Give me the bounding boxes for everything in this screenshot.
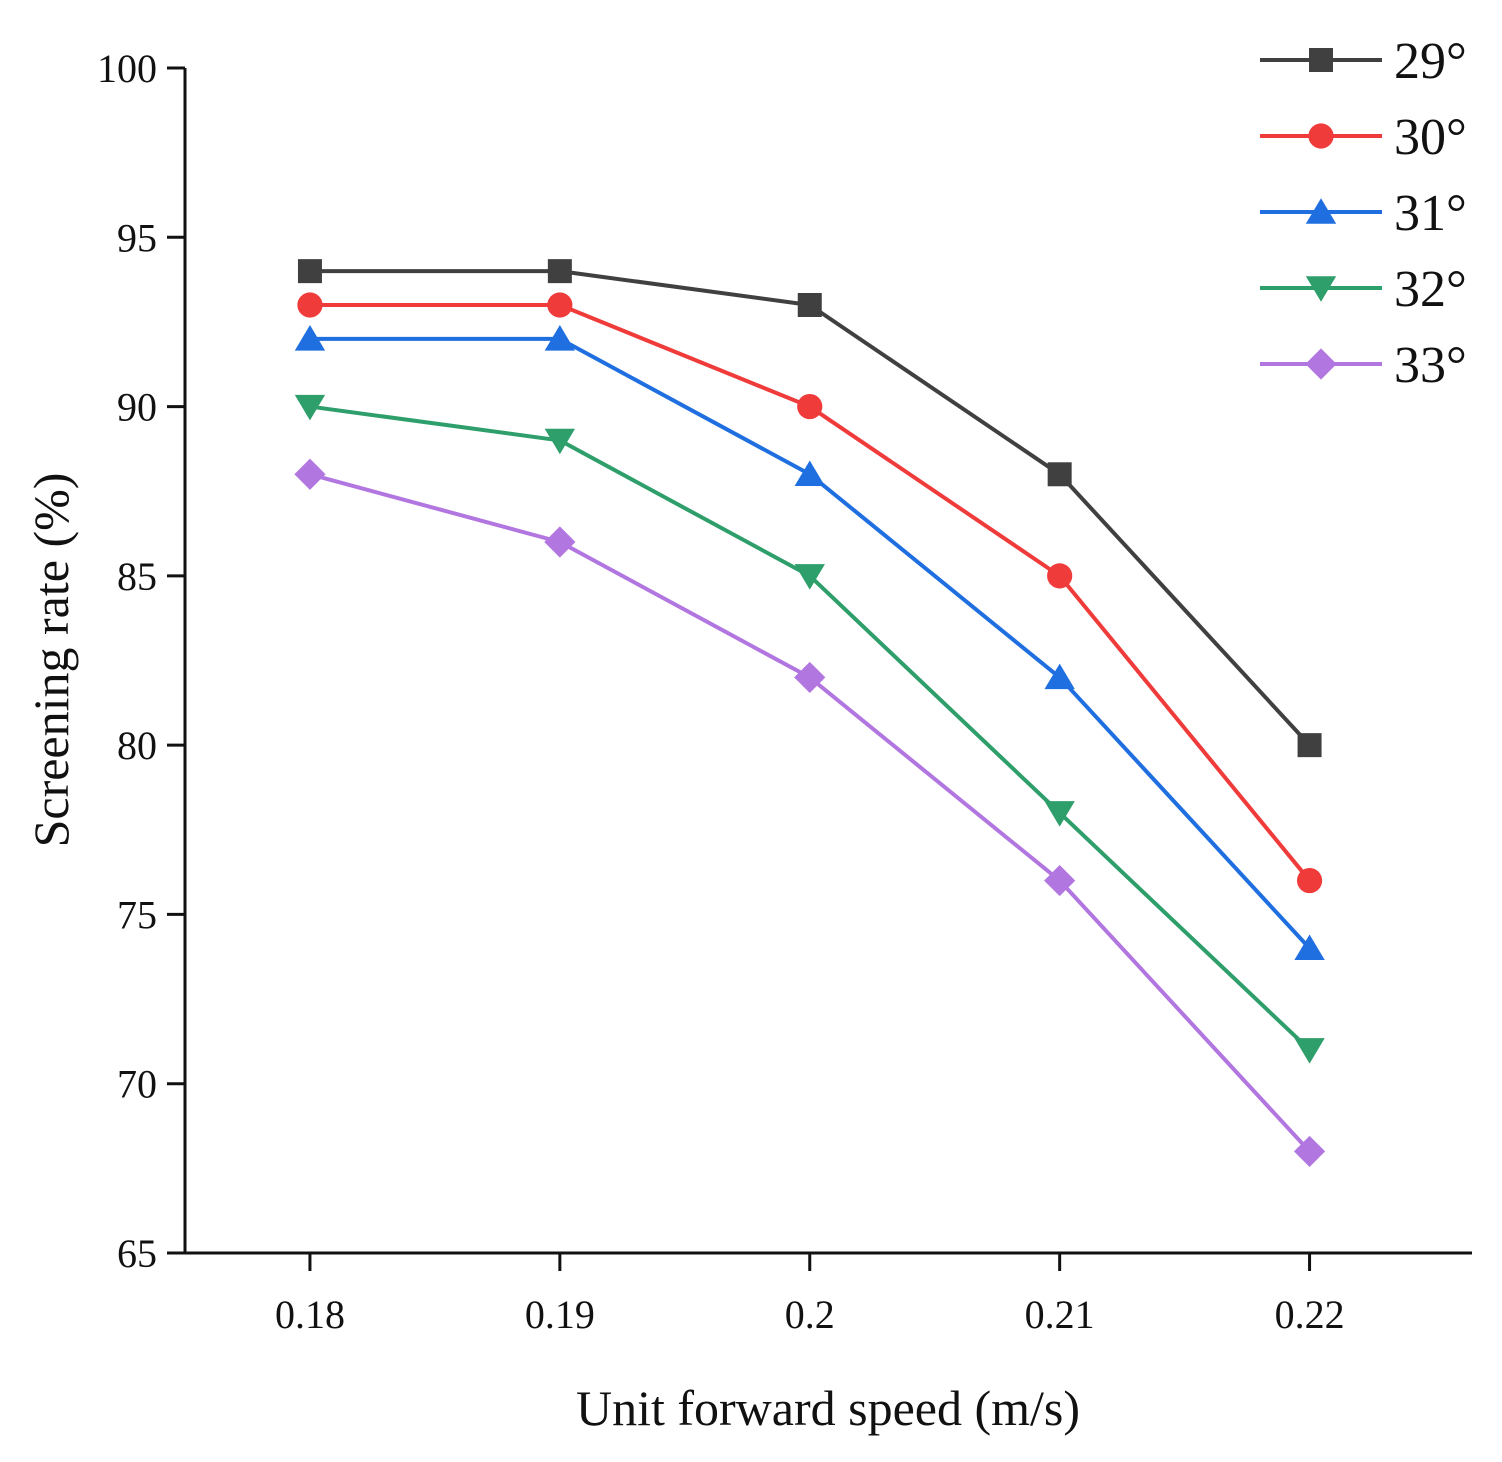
data-point <box>1294 934 1325 961</box>
y-tick-label: 80 <box>117 723 157 768</box>
series-line <box>309 336 1312 950</box>
series-line <box>309 303 1312 882</box>
data-point <box>544 428 576 455</box>
data-point <box>1297 733 1322 758</box>
x-tick-label: 0.22 <box>1275 1292 1345 1337</box>
y-tick-label: 70 <box>117 1062 157 1107</box>
x-tick-label: 0.18 <box>275 1292 345 1337</box>
legend-entry-4: 33° <box>1260 337 1467 394</box>
legend-marker <box>1308 123 1334 149</box>
data-point <box>294 325 326 351</box>
data-point <box>547 259 572 284</box>
data-point <box>797 293 822 317</box>
legend-marker <box>1305 348 1337 380</box>
y-tick-label: 85 <box>117 554 157 599</box>
series-2 <box>294 325 1325 961</box>
data-point <box>547 292 573 318</box>
legend-entry-0: 29° <box>1260 33 1467 90</box>
legend-label: 32° <box>1394 261 1467 318</box>
x-tick-label: 0.2 <box>785 1292 835 1337</box>
series-1 <box>297 292 1323 894</box>
y-tick-label: 75 <box>117 892 157 937</box>
data-point <box>544 526 576 558</box>
data-point <box>297 292 323 318</box>
series-line <box>309 404 1311 1052</box>
legend-label: 30° <box>1394 109 1467 166</box>
legend-label: 33° <box>1394 337 1467 394</box>
legend-entry-3: 32° <box>1260 261 1467 318</box>
legend: 29° 30° 31° 32° 33° <box>1260 33 1467 394</box>
data-point <box>297 259 322 284</box>
data-point <box>1044 864 1076 897</box>
series-layer <box>294 259 1326 1168</box>
data-point <box>1044 801 1075 827</box>
data-point <box>1294 1038 1325 1064</box>
data-point <box>294 458 326 490</box>
x-tick-label: 0.19 <box>525 1292 595 1337</box>
legend-marker <box>1309 48 1333 72</box>
data-point <box>1047 462 1072 487</box>
x-tick-label: 0.21 <box>1025 1292 1095 1337</box>
data-point <box>544 325 576 351</box>
data-point <box>1296 867 1323 894</box>
legend-marker <box>1305 198 1337 224</box>
y-tick-label: 95 <box>117 215 157 260</box>
series-0 <box>297 259 1322 758</box>
data-point <box>797 393 823 420</box>
data-point <box>1293 1135 1326 1168</box>
legend-label: 31° <box>1394 185 1467 242</box>
y-axis-title: Screening rate (%) <box>23 473 79 848</box>
y-tick-label: 90 <box>117 385 157 430</box>
data-point <box>294 394 326 421</box>
data-point <box>794 564 825 590</box>
series-4 <box>294 458 1326 1168</box>
legend-entry-2: 31° <box>1260 185 1467 242</box>
series-3 <box>294 394 1325 1064</box>
legend-entry-1: 30° <box>1260 109 1467 166</box>
legend-marker <box>1305 276 1337 302</box>
axes: 65 70 75 80 85 90 95 100 0.18 0.19 0.2 0.21 0.22 <box>97 46 1472 1337</box>
x-axis-title: Unit forward speed (m/s) <box>576 1380 1080 1436</box>
legend-label: 29° <box>1394 33 1467 90</box>
data-point <box>794 460 825 487</box>
data-point <box>1044 663 1075 690</box>
y-tick-label: 100 <box>97 46 157 91</box>
y-tick-label: 65 <box>117 1231 157 1276</box>
data-point <box>1047 563 1073 589</box>
data-point <box>794 661 826 694</box>
